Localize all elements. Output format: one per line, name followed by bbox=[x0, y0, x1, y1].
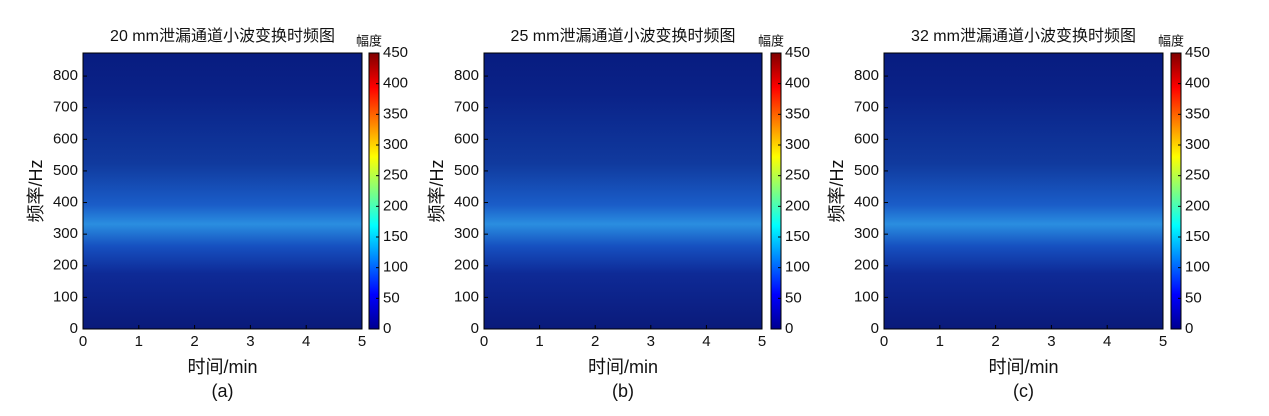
colorbar-tick-label: 150 bbox=[785, 228, 810, 245]
colorbar bbox=[770, 52, 782, 330]
colorbar-tick-label: 0 bbox=[785, 320, 793, 337]
colorbar-tick-label: 400 bbox=[785, 75, 810, 92]
x-tick-label: 5 bbox=[358, 333, 366, 350]
y-tick-label: 800 bbox=[854, 67, 879, 84]
y-tick-label: 100 bbox=[53, 288, 78, 305]
x-tick-label: 3 bbox=[246, 333, 254, 350]
x-axis-label: 时间/min bbox=[187, 357, 257, 377]
chart-title: 20 mm泄漏通道小波变换时频图 bbox=[110, 27, 335, 45]
colorbar-tick-label: 50 bbox=[1185, 289, 1202, 306]
y-tick-label: 0 bbox=[471, 320, 479, 337]
y-tick-label: 400 bbox=[53, 194, 78, 211]
colorbar-tick-label: 350 bbox=[785, 105, 810, 122]
colorbar-tick-label: 200 bbox=[785, 197, 810, 214]
x-tick-label: 0 bbox=[79, 333, 87, 350]
y-axis-label: 频率/Hz bbox=[827, 160, 847, 223]
y-tick-label: 400 bbox=[854, 194, 879, 211]
y-tick-label: 200 bbox=[854, 257, 879, 274]
y-tick-label: 700 bbox=[53, 99, 78, 116]
colorbar-tick-label: 150 bbox=[1185, 228, 1210, 245]
caption: (a) bbox=[212, 381, 234, 401]
colorbar-tick-label: 0 bbox=[383, 320, 391, 337]
colorbar-label: 幅度 bbox=[356, 33, 382, 48]
x-tick-label: 4 bbox=[702, 333, 710, 350]
colorbar-label: 幅度 bbox=[758, 33, 784, 48]
colorbar-tick-label: 450 bbox=[383, 44, 408, 61]
y-tick-label: 800 bbox=[53, 67, 78, 84]
x-tick-label: 2 bbox=[190, 333, 198, 350]
colorbar-tick-label: 300 bbox=[785, 136, 810, 153]
x-tick-label: 1 bbox=[936, 333, 944, 350]
colorbar-tick-label: 400 bbox=[383, 75, 408, 92]
colorbar-tick-label: 100 bbox=[1185, 259, 1210, 276]
y-tick-label: 500 bbox=[454, 162, 479, 179]
colorbar-tick-label: 200 bbox=[383, 197, 408, 214]
colorbar-label: 幅度 bbox=[1158, 33, 1184, 48]
y-tick-label: 500 bbox=[53, 162, 78, 179]
chart-title: 25 mm泄漏通道小波变换时频图 bbox=[511, 27, 736, 45]
y-axis-label: 频率/Hz bbox=[427, 160, 447, 223]
y-tick-label: 400 bbox=[454, 194, 479, 211]
colorbar-tick-label: 300 bbox=[383, 136, 408, 153]
colorbar bbox=[1170, 52, 1182, 330]
y-tick-label: 300 bbox=[854, 225, 879, 242]
y-tick-label: 600 bbox=[854, 130, 879, 147]
colorbar-tick-label: 450 bbox=[1185, 44, 1210, 61]
colorbar-tick-label: 450 bbox=[785, 44, 810, 61]
y-axis-label: 频率/Hz bbox=[26, 160, 46, 223]
y-tick-label: 800 bbox=[454, 67, 479, 84]
colorbar-tick-label: 200 bbox=[1185, 197, 1210, 214]
y-tick-label: 300 bbox=[53, 225, 78, 242]
colorbar-tick-label: 350 bbox=[383, 105, 408, 122]
spectrogram bbox=[483, 52, 763, 330]
x-tick-label: 5 bbox=[1159, 333, 1167, 350]
y-tick-label: 200 bbox=[454, 257, 479, 274]
colorbar-tick-label: 150 bbox=[383, 228, 408, 245]
caption: (b) bbox=[612, 381, 634, 401]
x-tick-label: 1 bbox=[135, 333, 143, 350]
colorbar-tick-label: 350 bbox=[1185, 105, 1210, 122]
colorbar-tick-label: 250 bbox=[383, 167, 408, 184]
colorbar-tick-label: 400 bbox=[1185, 75, 1210, 92]
x-tick-label: 1 bbox=[535, 333, 543, 350]
x-tick-label: 3 bbox=[1047, 333, 1055, 350]
spectrogram bbox=[82, 52, 363, 330]
y-tick-label: 700 bbox=[854, 99, 879, 116]
y-tick-label: 500 bbox=[854, 162, 879, 179]
caption: (c) bbox=[1013, 381, 1034, 401]
colorbar-tick-label: 250 bbox=[1185, 167, 1210, 184]
chart-title: 32 mm泄漏通道小波变换时频图 bbox=[911, 27, 1136, 45]
colorbar-tick-label: 100 bbox=[383, 259, 408, 276]
x-tick-label: 0 bbox=[880, 333, 888, 350]
colorbar-tick-label: 0 bbox=[1185, 320, 1193, 337]
x-tick-label: 3 bbox=[647, 333, 655, 350]
y-tick-label: 200 bbox=[53, 257, 78, 274]
x-tick-label: 4 bbox=[302, 333, 310, 350]
y-tick-label: 0 bbox=[871, 320, 879, 337]
colorbar-tick-label: 300 bbox=[1185, 136, 1210, 153]
x-tick-label: 0 bbox=[480, 333, 488, 350]
x-tick-label: 2 bbox=[591, 333, 599, 350]
colorbar-tick-label: 50 bbox=[383, 289, 400, 306]
y-tick-label: 700 bbox=[454, 99, 479, 116]
colorbar-tick-label: 250 bbox=[785, 167, 810, 184]
y-tick-label: 300 bbox=[454, 225, 479, 242]
spectrogram bbox=[883, 52, 1164, 330]
y-tick-label: 100 bbox=[454, 288, 479, 305]
colorbar bbox=[368, 52, 380, 330]
x-axis-label: 时间/min bbox=[588, 357, 658, 377]
x-tick-label: 5 bbox=[758, 333, 766, 350]
colorbar-tick-label: 100 bbox=[785, 259, 810, 276]
x-tick-label: 4 bbox=[1103, 333, 1111, 350]
colorbar-tick-label: 50 bbox=[785, 289, 802, 306]
x-axis-label: 时间/min bbox=[988, 357, 1058, 377]
y-tick-label: 600 bbox=[53, 130, 78, 147]
x-tick-label: 2 bbox=[991, 333, 999, 350]
y-tick-label: 100 bbox=[854, 288, 879, 305]
y-tick-label: 600 bbox=[454, 130, 479, 147]
y-tick-label: 0 bbox=[70, 320, 78, 337]
